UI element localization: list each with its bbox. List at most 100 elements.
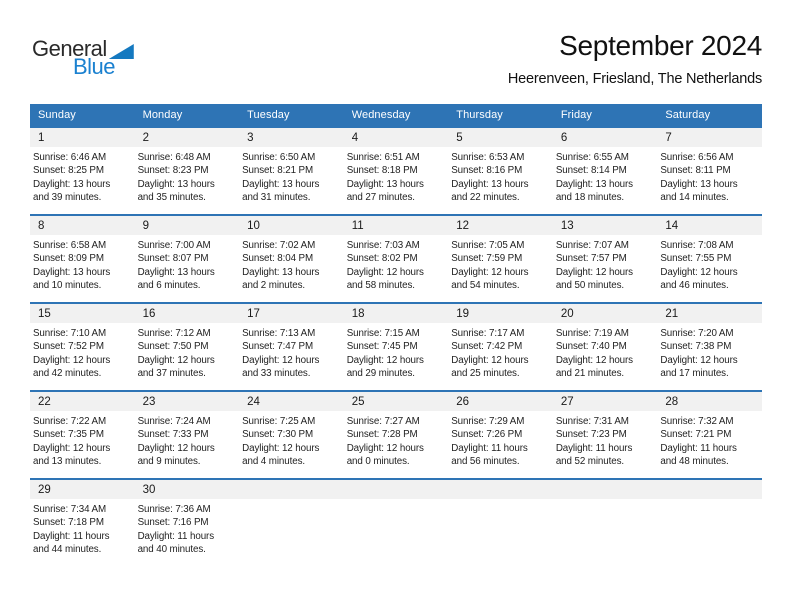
empty-day-cell bbox=[448, 499, 553, 556]
sunrise-text: Sunrise: 7:36 AM bbox=[137, 504, 211, 515]
sunrise-text: Sunrise: 7:07 AM bbox=[555, 240, 629, 251]
day-cell: Sunrise: 7:32 AM Sunset: 7:21 PM Daylight:… bbox=[657, 411, 762, 468]
sunset-text: Sunset: 7:26 PM bbox=[451, 429, 523, 441]
sunrise-text: Sunrise: 6:58 AM bbox=[33, 240, 107, 251]
empty-day-cell bbox=[344, 499, 449, 556]
day-cell: Sunrise: 6:51 AM Sunset: 8:18 PM Daylight:… bbox=[344, 147, 449, 204]
day-cell: Sunrise: 7:07 AM Sunset: 7:57 PM Daylight:… bbox=[553, 235, 658, 292]
daylight-text-line1: Daylight: 13 hours bbox=[451, 178, 529, 190]
daylight-text-line1: Daylight: 12 hours bbox=[242, 354, 320, 366]
sunrise-text: Sunrise: 7:20 AM bbox=[660, 328, 734, 339]
day-cell: Sunrise: 7:10 AM Sunset: 7:52 PM Daylight:… bbox=[30, 323, 135, 380]
sunrise-text: Sunrise: 7:08 AM bbox=[660, 240, 734, 251]
day-number: 4 bbox=[351, 131, 359, 144]
sunrise-text: Sunrise: 7:17 AM bbox=[451, 328, 525, 339]
daylight-text-line1: Daylight: 12 hours bbox=[33, 354, 111, 366]
sunrise-text: Sunrise: 7:15 AM bbox=[346, 328, 420, 339]
sunset-text: Sunset: 8:23 PM bbox=[137, 165, 209, 177]
sunrise-text: Sunrise: 6:50 AM bbox=[242, 152, 316, 163]
sunrise-text: Sunrise: 6:56 AM bbox=[660, 152, 734, 163]
day-cell: Sunrise: 7:13 AM Sunset: 7:47 PM Daylight:… bbox=[239, 323, 344, 380]
day-number: 1 bbox=[38, 131, 45, 144]
daylight-text-line2: and 13 minutes. bbox=[33, 455, 102, 467]
day-number: 11 bbox=[351, 219, 364, 232]
sunset-text: Sunset: 8:04 PM bbox=[242, 253, 314, 265]
sunset-text: Sunset: 7:55 PM bbox=[660, 253, 732, 265]
sunset-text: Sunset: 7:57 PM bbox=[555, 253, 627, 265]
daylight-text-line2: and 17 minutes. bbox=[660, 367, 729, 379]
day-cell: Sunrise: 7:25 AM Sunset: 7:30 PM Daylight:… bbox=[239, 411, 344, 468]
daylight-text-line2: and 2 minutes. bbox=[242, 279, 305, 291]
week-row: 1 2 3 4 5 6 7 Sunrise: 6:46 AM Sunset: 8:25 PM Da… bbox=[30, 126, 762, 214]
daylight-text-line1: Daylight: 12 hours bbox=[555, 266, 633, 278]
daylight-text-line2: and 48 minutes. bbox=[660, 455, 729, 467]
daylight-text-line2: and 56 minutes. bbox=[451, 455, 520, 467]
day-cell: Sunrise: 7:00 AM Sunset: 8:07 PM Daylight:… bbox=[135, 235, 240, 292]
sunset-text: Sunset: 7:33 PM bbox=[137, 429, 209, 441]
sunrise-text: Sunrise: 7:13 AM bbox=[242, 328, 316, 339]
sunset-text: Sunset: 7:59 PM bbox=[451, 253, 523, 265]
sunset-text: Sunset: 7:42 PM bbox=[451, 341, 523, 353]
logo-text-blue: Blue bbox=[73, 54, 116, 79]
sunrise-text: Sunrise: 7:00 AM bbox=[137, 240, 211, 251]
day-number: 22 bbox=[38, 395, 51, 408]
day-cell: Sunrise: 7:03 AM Sunset: 8:02 PM Daylight:… bbox=[344, 235, 449, 292]
sunset-text: Sunset: 7:40 PM bbox=[555, 341, 627, 353]
day-cell: Sunrise: 7:24 AM Sunset: 7:33 PM Daylight:… bbox=[135, 411, 240, 468]
daylight-text-line2: and 4 minutes. bbox=[242, 455, 305, 467]
daylight-text-line1: Daylight: 11 hours bbox=[137, 530, 215, 542]
daylight-text-line1: Daylight: 12 hours bbox=[555, 354, 633, 366]
sunrise-text: Sunrise: 7:31 AM bbox=[555, 416, 629, 427]
daylight-text-line2: and 52 minutes. bbox=[555, 455, 625, 467]
sunset-text: Sunset: 8:02 PM bbox=[346, 253, 418, 265]
daylight-text-line1: Daylight: 13 hours bbox=[137, 266, 215, 278]
daylight-text-line1: Daylight: 11 hours bbox=[451, 442, 528, 454]
day-cell: Sunrise: 7:20 AM Sunset: 7:38 PM Daylight:… bbox=[657, 323, 762, 380]
day-number: 17 bbox=[247, 307, 260, 320]
sunrise-text: Sunrise: 7:03 AM bbox=[346, 240, 420, 251]
sunset-text: Sunset: 7:18 PM bbox=[33, 517, 104, 529]
daylight-text-line1: Daylight: 11 hours bbox=[555, 442, 633, 454]
weekday-thursday: Thursday bbox=[456, 109, 503, 121]
daylight-text-line2: and 58 minutes. bbox=[346, 279, 415, 291]
day-number: 23 bbox=[142, 395, 156, 408]
daylight-text-line1: Daylight: 12 hours bbox=[451, 354, 529, 366]
week-row: 29 30 Sunrise: 7:34 AM Sunset: 7:18 PM Dayli… bbox=[30, 478, 762, 566]
sunrise-text: Sunrise: 7:32 AM bbox=[660, 416, 734, 427]
day-cell: Sunrise: 7:31 AM Sunset: 7:23 PM Daylight:… bbox=[553, 411, 658, 468]
page-subtitle: Heerenveen, Friesland, The Netherlands bbox=[507, 71, 762, 87]
day-cell: Sunrise: 6:53 AM Sunset: 8:16 PM Daylight:… bbox=[448, 147, 553, 204]
day-number: 25 bbox=[351, 395, 365, 408]
empty-day-cell bbox=[239, 499, 344, 556]
week-row: 8 9 10 11 12 13 14 Sunrise: 6:58 AM Sunset: 8:09… bbox=[30, 214, 762, 302]
daylight-text-line1: Daylight: 13 hours bbox=[346, 178, 424, 190]
weekday-wednesday: Wednesday bbox=[351, 109, 411, 121]
sunset-text: Sunset: 8:09 PM bbox=[33, 253, 104, 265]
day-cell: Sunrise: 6:55 AM Sunset: 8:14 PM Daylight:… bbox=[553, 147, 658, 204]
day-number: 18 bbox=[351, 307, 365, 320]
day-number: 20 bbox=[560, 307, 574, 320]
sunrise-text: Sunrise: 7:27 AM bbox=[346, 416, 420, 427]
daylight-text-line2: and 25 minutes. bbox=[451, 367, 520, 379]
daylight-text-line2: and 29 minutes. bbox=[346, 367, 415, 379]
day-number: 24 bbox=[247, 395, 260, 408]
daylight-text-line2: and 33 minutes. bbox=[242, 367, 311, 379]
weekday-friday: Friday bbox=[560, 109, 592, 121]
day-cell: Sunrise: 7:29 AM Sunset: 7:26 PM Daylight:… bbox=[448, 411, 553, 468]
empty-day-cell bbox=[657, 499, 762, 556]
daylight-text-line2: and 40 minutes. bbox=[137, 543, 206, 555]
daylight-text-line1: Daylight: 12 hours bbox=[346, 354, 424, 366]
sunset-text: Sunset: 8:07 PM bbox=[137, 253, 209, 265]
daylight-text-line1: Daylight: 12 hours bbox=[660, 266, 738, 278]
sunset-text: Sunset: 7:50 PM bbox=[137, 341, 209, 353]
weekday-monday: Monday bbox=[142, 109, 183, 121]
logo-triangle-icon bbox=[108, 44, 134, 59]
empty-day-cell bbox=[553, 499, 658, 556]
daylight-text-line1: Daylight: 13 hours bbox=[137, 178, 215, 190]
day-number: 14 bbox=[665, 219, 679, 232]
weeks: 1 2 3 4 5 6 7 Sunrise: 6:46 AM Sunset: 8:25 PM Da… bbox=[30, 126, 762, 566]
daylight-text-line2: and 31 minutes. bbox=[242, 191, 311, 203]
daylight-text-line2: and 39 minutes. bbox=[33, 191, 102, 203]
day-cell: Sunrise: 7:15 AM Sunset: 7:45 PM Daylight:… bbox=[344, 323, 449, 380]
sunrise-text: Sunrise: 7:22 AM bbox=[33, 416, 107, 427]
